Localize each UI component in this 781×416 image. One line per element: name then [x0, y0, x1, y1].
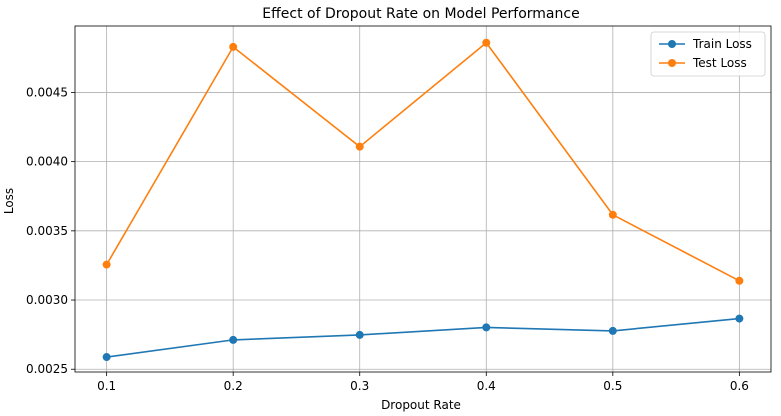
x-tick-label: 0.1 [97, 379, 116, 393]
x-tick-label: 0.2 [224, 379, 243, 393]
y-tick-label: 0.0040 [26, 155, 68, 169]
data-point [355, 142, 364, 151]
data-point [482, 323, 491, 332]
x-tick-label: 0.4 [477, 379, 496, 393]
data-point [482, 38, 491, 47]
data-point [102, 353, 111, 362]
legend: Train Loss Test Loss [650, 31, 766, 77]
data-point [229, 335, 238, 344]
legend-box [650, 31, 766, 77]
y-tick-label: 0.0025 [26, 362, 68, 376]
plot-frame [74, 25, 772, 373]
y-tick-label: 0.0030 [26, 293, 68, 307]
x-tick-label: 0.5 [603, 379, 622, 393]
data-point [735, 276, 744, 285]
data-point [229, 42, 238, 51]
axes: 0.1 0.2 0.3 0.4 0.5 0.6 0.0025 0.0030 0.0035 0.00… [26, 25, 772, 393]
y-tick-label: 0.0045 [26, 85, 68, 99]
series-line-1 [105, 41, 740, 282]
x-tick-label: 0.6 [730, 379, 749, 393]
y-tick-label: 0.0035 [26, 224, 68, 238]
legend-label: Train Loss [692, 37, 752, 51]
data-point [102, 260, 111, 269]
data-point [608, 210, 617, 219]
y-axis-label: Loss [2, 188, 16, 214]
data-point [608, 326, 617, 335]
series-line-0 [106, 317, 740, 358]
x-tick-label: 0.3 [350, 379, 369, 393]
series-layer [102, 38, 744, 362]
legend-marker [668, 59, 676, 67]
data-point [735, 314, 744, 323]
legend-marker [668, 40, 676, 48]
grid [75, 26, 771, 372]
chart-title: Effect of Dropout Rate on Model Performa… [262, 6, 579, 22]
legend-label: Test Loss [692, 56, 747, 70]
data-point [355, 330, 364, 339]
x-axis-label: Dropout Rate [381, 398, 461, 412]
